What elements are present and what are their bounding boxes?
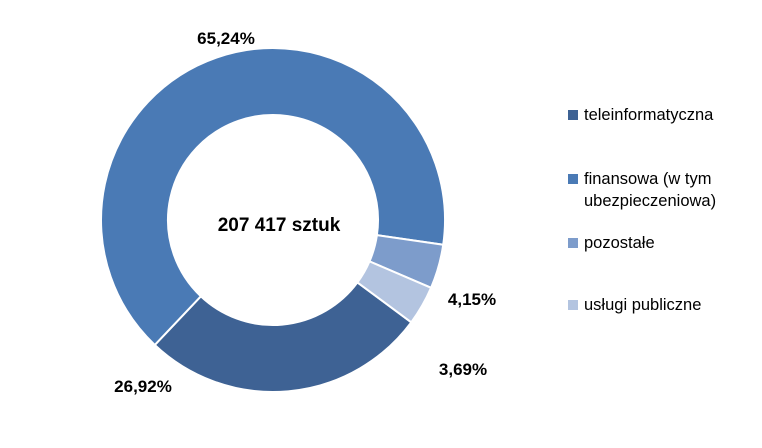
data-label-pozostale: 4,15% bbox=[448, 290, 496, 309]
legend-item-teleinformatyczna: teleinformatyczna bbox=[568, 104, 759, 126]
donut-slice-uslugi-publiczne bbox=[356, 260, 433, 324]
donut-slice-finansowa bbox=[100, 47, 446, 347]
legend-item-pozostale: pozostałe bbox=[568, 232, 759, 254]
legend-swatch-teleinformatyczna bbox=[568, 110, 578, 120]
data-label-finansowa: 65,24% bbox=[197, 29, 255, 48]
legend-swatch-pozostale bbox=[568, 238, 578, 248]
center-total-label: 207 417 sztuk bbox=[218, 215, 341, 236]
legend-swatch-uslugi-publiczne bbox=[568, 300, 578, 310]
data-label-uslugi-publiczne: 3,69% bbox=[439, 360, 487, 379]
legend-label-finansowa: finansowa (w tym ubezpieczeniowa) bbox=[584, 170, 717, 210]
legend-swatch-finansowa bbox=[568, 174, 578, 184]
donut-slice-teleinformatyczna bbox=[153, 281, 413, 393]
legend-label-uslugi-publiczne: usługi publiczne bbox=[584, 296, 702, 314]
legend-item-uslugi-publiczne: usługi publiczne bbox=[568, 294, 759, 316]
legend-label-teleinformatyczna: teleinformatyczna bbox=[584, 106, 714, 124]
data-label-teleinformatyczna: 26,92% bbox=[114, 377, 172, 396]
legend-item-finansowa: finansowa (w tym ubezpieczeniowa) bbox=[568, 168, 759, 212]
legend-label-pozostale: pozostałe bbox=[584, 234, 655, 252]
